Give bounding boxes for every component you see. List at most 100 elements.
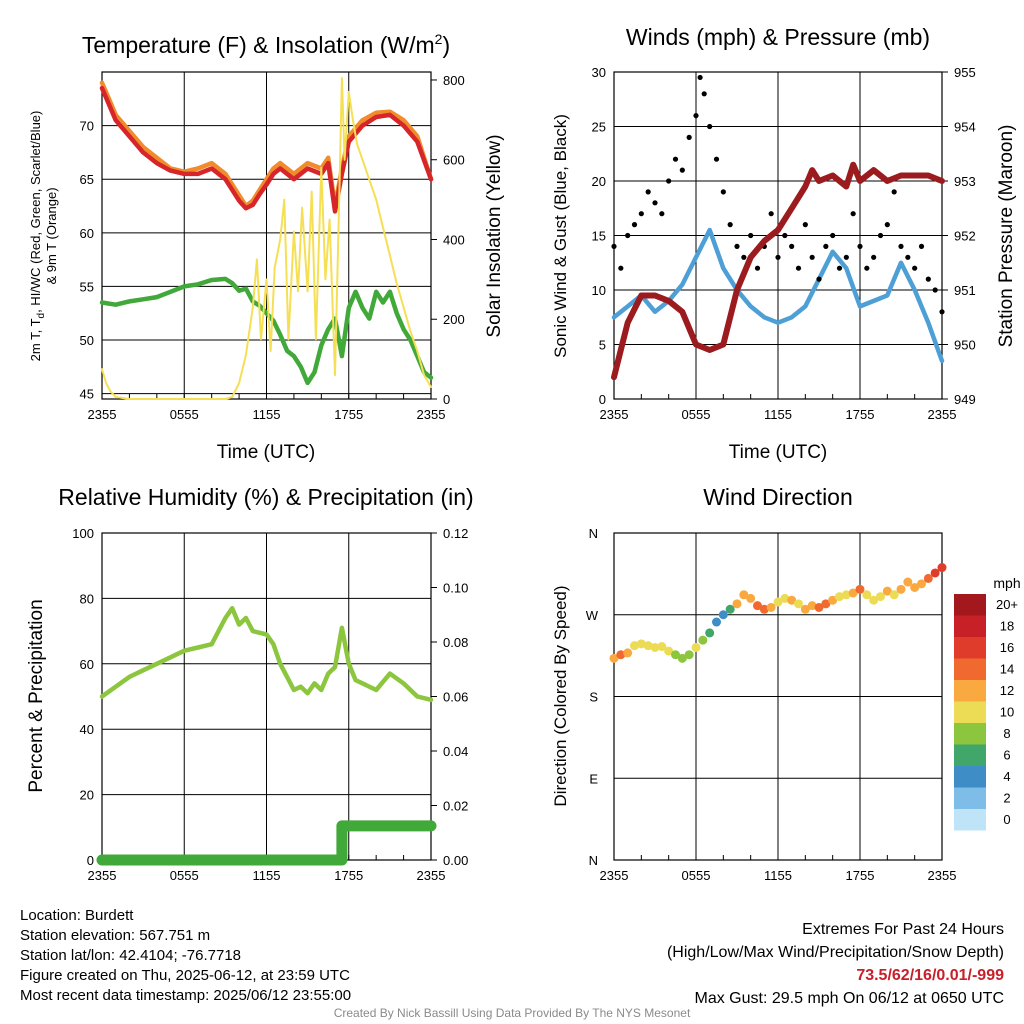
plot-frame: [613, 532, 943, 861]
direction-point: [794, 599, 803, 609]
gust-point: [775, 254, 781, 260]
direction-point: [630, 641, 639, 651]
direction-point: [930, 568, 940, 578]
gust-point: [857, 243, 863, 249]
plot-frame: [613, 71, 943, 400]
x-tick-label: 2355: [928, 407, 957, 422]
plot-frame: [101, 71, 432, 400]
winds-pressure-panel: Winds (mph) & Pressure (mb) Time (UTC) S…: [551, 24, 1017, 463]
series-line: [99, 80, 434, 209]
direction-point: [725, 604, 735, 614]
winds-panel-title: Winds (mph) & Pressure (mb): [626, 24, 930, 50]
gust-point: [795, 265, 802, 271]
y2-tick-label: 952: [954, 229, 976, 244]
winds-x-axis-label: Time (UTC): [729, 442, 828, 463]
y-tick-label: 80: [80, 591, 94, 606]
direction-point: [937, 563, 947, 573]
x-tick-label: 2355: [88, 407, 117, 422]
extremes-values: 73.5/62/16/0.01/-999: [856, 967, 1004, 984]
direction-point: [800, 604, 810, 614]
direction-point: [821, 599, 831, 609]
x-tick-label: 1755: [846, 407, 875, 422]
y-tick-label: 70: [80, 119, 94, 134]
direction-point: [841, 590, 851, 600]
y2-tick-label: 949: [954, 392, 976, 407]
x-tick-label: 1155: [253, 407, 281, 422]
direction-point: [650, 642, 660, 652]
gust-point: [836, 265, 843, 271]
colorbar-title: mph: [993, 575, 1020, 591]
direction-point: [882, 586, 892, 596]
colorbar-label: 16: [1000, 640, 1014, 655]
y-tick-label: 65: [80, 172, 94, 187]
gust-point: [618, 265, 624, 271]
colorbar-swatch: [954, 594, 986, 616]
x-tick-label: 1755: [846, 868, 875, 883]
y-tick-label: 5: [599, 338, 606, 353]
y-tick-label: N: [589, 526, 598, 541]
gust-point: [898, 243, 904, 249]
series-line: [96, 820, 437, 866]
humidity-precip-panel: Relative Humidity (%) & Precipitation (i…: [26, 484, 474, 883]
gust-point: [713, 156, 720, 162]
gust-point: [823, 243, 829, 249]
y-tick-label: 50: [80, 333, 94, 348]
direction-point: [855, 584, 865, 594]
direction-point: [917, 579, 926, 589]
colorbar-label: 0: [1003, 812, 1010, 827]
y-tick-label: 0: [599, 392, 606, 407]
direction-point: [759, 604, 769, 614]
station-latlon: Station lat/lon: 42.4104; -76.7718: [20, 947, 242, 964]
winds-y-axis-label: Sonic Wind & Gust (Blue, Black): [551, 114, 570, 358]
y-tick-label: 10: [592, 283, 606, 298]
colorbar-swatch: [954, 615, 986, 637]
direction-point: [910, 583, 920, 592]
colorbar-label: 10: [1000, 705, 1014, 720]
x-tick-label: 0555: [682, 407, 711, 422]
colorbar-label: 18: [1000, 619, 1014, 634]
y-tick-label: S: [589, 690, 598, 705]
x-tick-label: 0555: [682, 868, 711, 883]
y-tick-label: E: [589, 771, 598, 786]
y2-tick-label: 200: [443, 312, 465, 327]
direction-point: [807, 601, 817, 611]
direction-point: [623, 648, 633, 658]
direction-point: [753, 601, 762, 611]
max-gust: Max Gust: 29.5 mph On 06/12 at 0650 UTC: [694, 990, 1005, 1007]
station-info: Location: Burdett Station elevation: 567…: [20, 906, 351, 1006]
y2-tick-label: 0.06: [443, 690, 468, 705]
y2-tick-label: 800: [443, 73, 465, 88]
colorbar-label: 12: [1000, 683, 1014, 698]
y-tick-label: 25: [592, 120, 606, 135]
direction-point: [876, 592, 885, 602]
gust-point: [932, 287, 938, 293]
direction-point: [712, 617, 721, 627]
direction-point: [828, 595, 838, 605]
gust-point: [666, 178, 672, 184]
temperature-y-axis-label: 2m T, Td, HI/WC (Red, Green, Scarlet/Blu…: [28, 111, 47, 362]
x-tick-label: 2355: [417, 868, 446, 883]
y-tick-label: 40: [80, 722, 94, 737]
y2-tick-label: 955: [954, 65, 976, 80]
x-tick-label: 2355: [928, 868, 957, 883]
temperature-insolation-panel: Temperature (F) & Insolation (W/m2) Time…: [28, 31, 505, 463]
colorbar-swatch: [954, 809, 986, 831]
gust-point: [768, 211, 774, 217]
y-tick-label: 45: [80, 387, 94, 402]
x-tick-label: 1755: [334, 868, 363, 883]
temperature-x-axis-label: Time (UTC): [217, 442, 316, 463]
gust-point: [782, 232, 788, 239]
colorbar-swatch: [954, 701, 986, 723]
direction-point: [889, 590, 899, 600]
gust-point: [748, 232, 754, 239]
gust-point: [645, 189, 651, 195]
pressure-y-axis-label: Station Pressure (Maroon): [996, 125, 1017, 348]
gust-point: [697, 74, 703, 81]
y-tick-label: 0: [87, 853, 94, 868]
temperature-y-axis-label-2: & 9m T (Orange): [44, 187, 59, 284]
colorbar-label: 20+: [996, 597, 1018, 612]
y2-tick-label: 400: [443, 232, 465, 247]
direction-point: [923, 573, 933, 583]
direction-point: [773, 597, 783, 607]
